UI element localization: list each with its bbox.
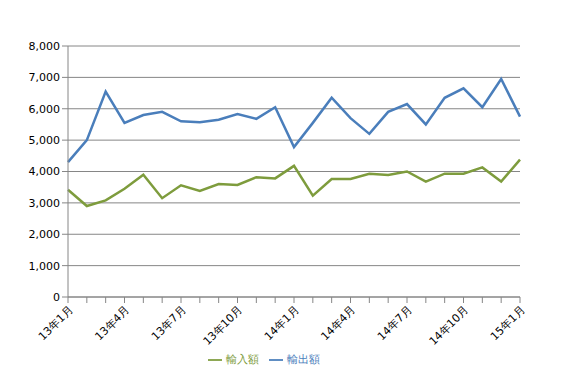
svg-text:6,000: 6,000 bbox=[29, 103, 61, 116]
svg-text:3,000: 3,000 bbox=[29, 197, 61, 210]
svg-text:14年4月: 14年4月 bbox=[319, 303, 359, 343]
svg-text:13年10月: 13年10月 bbox=[201, 303, 246, 348]
svg-text:13年7月: 13年7月 bbox=[149, 303, 189, 343]
svg-text:1,000: 1,000 bbox=[29, 260, 61, 273]
svg-text:2,000: 2,000 bbox=[29, 228, 61, 241]
html-text:輸出額: 輸出額 bbox=[287, 353, 320, 366]
svg-text:14年1月: 14年1月 bbox=[262, 303, 302, 343]
svg-text:8,000: 8,000 bbox=[29, 40, 61, 53]
svg-text:14年7月: 14年7月 bbox=[375, 303, 415, 343]
html-text:輸入額: 輸入額 bbox=[226, 353, 259, 366]
svg-text:0: 0 bbox=[53, 291, 60, 304]
svg-text:7,000: 7,000 bbox=[29, 71, 61, 84]
svg-text:13年1月: 13年1月 bbox=[36, 303, 76, 343]
svg-text:5,000: 5,000 bbox=[29, 134, 61, 147]
svg-text:13年4月: 13年4月 bbox=[93, 303, 133, 343]
svg-text:14年10月: 14年10月 bbox=[427, 303, 472, 348]
svg-text:4,000: 4,000 bbox=[29, 165, 61, 178]
svg-text:15年1月: 15年1月 bbox=[488, 303, 528, 343]
